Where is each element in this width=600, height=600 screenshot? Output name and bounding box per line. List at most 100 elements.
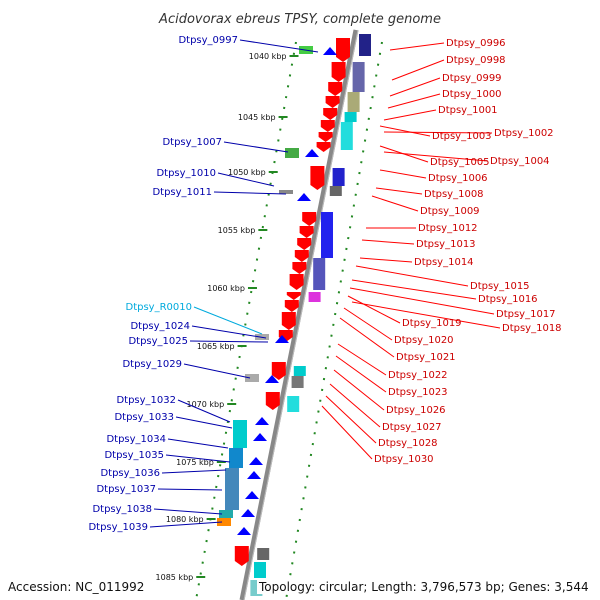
right-gene-label: Dtpsy_0998	[446, 55, 506, 66]
gene-feature-box	[332, 168, 345, 186]
right-label-leader	[337, 343, 387, 376]
left-label-leader	[191, 325, 267, 339]
right-label-leader	[391, 59, 445, 81]
gene-feature-box	[313, 258, 326, 290]
right-gene-label: Dtpsy_1009	[420, 206, 480, 217]
right-label-leader	[383, 109, 437, 121]
right-label-leader	[333, 369, 385, 411]
right-gene-label: Dtpsy_1017	[496, 309, 556, 320]
right-label-leader	[389, 42, 445, 51]
left-gene-label: Dtpsy_1033	[114, 412, 174, 423]
left-gene-label: Dtpsy_1034	[106, 434, 166, 445]
reverse-gene-arrow	[297, 193, 311, 201]
right-label-leader	[329, 383, 381, 428]
right-label-leader	[325, 395, 377, 444]
gene-feature-box	[287, 396, 300, 412]
gene-feature-box	[344, 112, 357, 122]
forward-gene-arrow	[292, 262, 307, 274]
right-label-leader	[349, 287, 495, 315]
left-gene-label: Dtpsy_1011	[152, 187, 212, 198]
right-gene-label: Dtpsy_1001	[438, 105, 498, 116]
reverse-gene-arrow	[323, 47, 337, 55]
forward-gene-arrow	[325, 96, 340, 108]
right-gene-label: Dtpsy_1003	[432, 131, 492, 142]
right-gene-label: Dtpsy_1023	[388, 387, 448, 398]
right-gene-label: Dtpsy_1022	[388, 370, 448, 381]
reverse-gene-arrow	[241, 509, 255, 517]
forward-gene-arrow	[316, 142, 331, 152]
right-label-leader	[339, 317, 395, 358]
right-gene-label: Dtpsy_1026	[386, 405, 446, 416]
genome-backbone-highlight	[243, 29, 359, 600]
left-label-leader	[165, 454, 231, 463]
left-gene-label: Dtpsy_1037	[96, 484, 156, 495]
left-label-leader	[189, 340, 269, 343]
forward-gene-arrow	[328, 82, 343, 96]
kbp-tick-label: 1080 kbp	[166, 515, 204, 524]
kbp-tick-label: 1040 kbp	[249, 52, 287, 61]
forward-gene-arrow	[299, 226, 314, 238]
forward-gene-arrow	[323, 108, 338, 120]
forward-gene-arrow	[281, 312, 296, 330]
left-label-leader	[153, 508, 223, 515]
left-gene-label: Dtpsy_1036	[100, 468, 160, 479]
kbp-tick-label: 1055 kbp	[218, 226, 256, 235]
gene-feature-box	[352, 62, 365, 92]
right-label-leader	[379, 169, 427, 179]
right-gene-label: Dtpsy_1004	[490, 156, 550, 167]
reverse-gene-arrow	[253, 433, 267, 441]
reverse-gene-arrow	[249, 457, 263, 465]
left-label-leader	[149, 521, 223, 528]
reverse-gene-arrow	[247, 471, 261, 479]
right-gene-label: Dtpsy_1000	[442, 89, 502, 100]
right-gene-label: Dtpsy_1016	[478, 294, 538, 305]
right-gene-label: Dtpsy_0999	[442, 73, 502, 84]
gene-feature-box	[359, 34, 371, 56]
left-gene-label: Dtpsy_R0010	[126, 302, 193, 313]
left-label-leader	[167, 438, 229, 449]
right-label-leader	[359, 257, 413, 263]
left-label-leader	[177, 399, 231, 423]
forward-gene-arrow	[336, 38, 350, 62]
kbp-tick-label: 1085 kbp	[156, 573, 194, 582]
right-label-leader	[375, 187, 423, 195]
right-label-leader	[371, 195, 419, 212]
left-gene-label: Dtpsy_1035	[104, 450, 164, 461]
left-gene-block	[285, 148, 299, 158]
right-gene-label: Dtpsy_1014	[414, 257, 474, 268]
left-label-leader	[193, 306, 263, 335]
left-gene-label: Dtpsy_1039	[88, 522, 148, 533]
forward-gene-arrow	[318, 132, 333, 142]
right-gene-label: Dtpsy_1021	[396, 352, 456, 363]
forward-gene-arrow	[286, 292, 301, 300]
right-gene-label: Dtpsy_1019	[402, 318, 462, 329]
right-label-leader	[321, 405, 373, 460]
left-gene-block	[217, 518, 231, 526]
forward-gene-arrow	[234, 546, 249, 566]
left-gene-label: Dtpsy_1032	[116, 395, 176, 406]
forward-gene-arrow	[331, 62, 346, 82]
forward-gene-arrow	[271, 362, 286, 380]
right-gene-label: Dtpsy_1030	[374, 454, 434, 465]
right-label-leader	[389, 77, 441, 97]
right-label-leader	[343, 307, 393, 341]
right-label-leader	[383, 131, 493, 134]
left-label-leader	[213, 191, 287, 195]
left-gene-label: Dtpsy_1010	[156, 168, 216, 179]
right-label-leader	[383, 151, 489, 162]
kbp-tick-label: 1060 kbp	[207, 284, 245, 293]
right-label-leader	[351, 279, 477, 300]
right-label-leader	[355, 265, 469, 287]
right-gene-label: Dtpsy_1020	[394, 335, 454, 346]
left-gene-label: Dtpsy_1007	[162, 137, 222, 148]
forward-gene-arrow	[320, 120, 335, 132]
left-label-leader	[175, 416, 233, 429]
forward-gene-arrow	[284, 300, 299, 312]
left-label-leader	[223, 141, 289, 153]
genome-backbone	[239, 29, 359, 600]
forward-gene-arrow	[310, 166, 325, 190]
right-label-leader	[351, 301, 501, 329]
gene-feature-box	[340, 122, 353, 150]
right-label-leader	[379, 125, 431, 137]
